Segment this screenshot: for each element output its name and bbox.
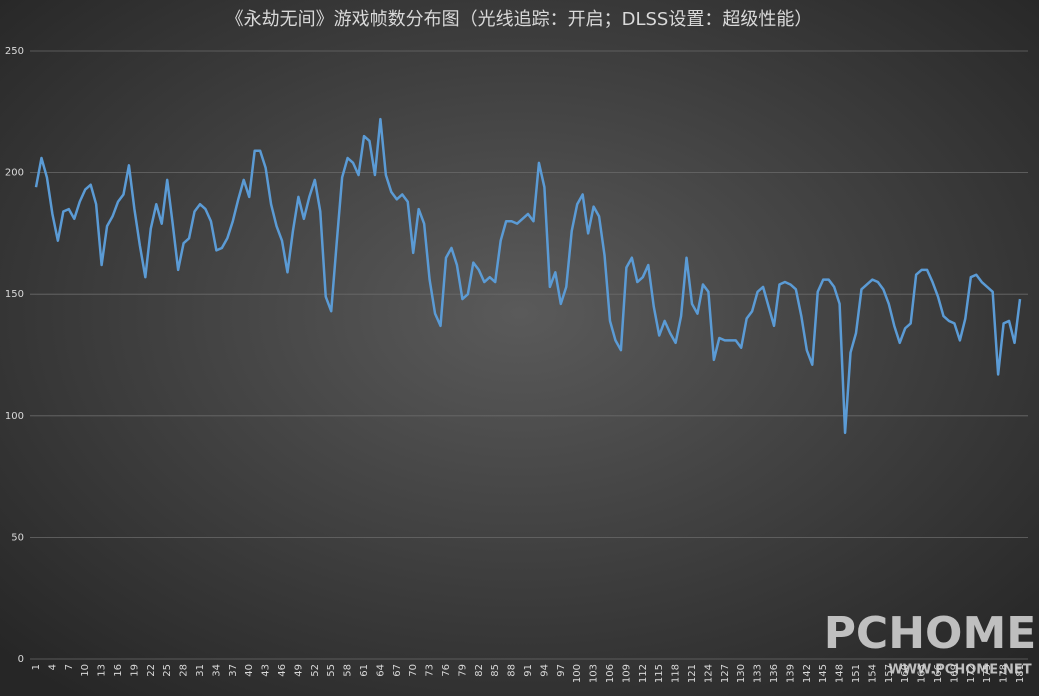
x-tick-label: 166: [933, 664, 944, 683]
x-tick-label: 88: [507, 664, 518, 677]
y-tick-label: 200: [5, 168, 24, 179]
x-tick-label: 103: [589, 664, 600, 683]
x-tick-label: 181: [1015, 664, 1026, 683]
x-tick-label: 61: [359, 664, 370, 677]
x-tick-label: 172: [966, 664, 977, 683]
x-tick-label: 136: [769, 664, 780, 683]
x-tick-label: 154: [867, 664, 878, 683]
x-tick-label: 142: [802, 664, 813, 683]
x-tick-label: 19: [129, 664, 140, 677]
x-tick-label: 178: [999, 664, 1010, 683]
x-tick-label: 175: [982, 664, 993, 683]
x-tick-label: 91: [523, 664, 534, 677]
x-tick-label: 43: [261, 664, 272, 677]
x-tick-label: 163: [917, 664, 928, 683]
y-tick-label: 50: [11, 532, 24, 543]
x-tick-label: 28: [179, 664, 190, 677]
x-tick-label: 106: [605, 664, 616, 683]
x-tick-label: 151: [851, 664, 862, 683]
x-tick-label: 64: [375, 664, 386, 677]
x-tick-label: 46: [277, 664, 288, 677]
x-tick-label: 31: [195, 664, 206, 677]
x-tick-label: 70: [408, 664, 419, 677]
x-tick-label: 37: [228, 664, 239, 677]
x-tick-label: 73: [425, 664, 436, 677]
y-tick-label: 0: [18, 654, 24, 665]
x-tick-label: 94: [539, 664, 550, 677]
x-tick-label: 76: [441, 664, 452, 677]
x-tick-label: 133: [753, 664, 764, 683]
x-tick-label: 127: [720, 664, 731, 683]
x-tick-label: 145: [818, 664, 829, 683]
x-tick-label: 49: [293, 664, 304, 677]
x-tick-label: 40: [244, 664, 255, 677]
x-tick-label: 160: [900, 664, 911, 683]
x-tick-label: 121: [687, 664, 698, 683]
x-tick-label: 4: [47, 664, 58, 670]
x-tick-label: 124: [703, 664, 714, 683]
x-tick-label: 85: [490, 664, 501, 677]
x-tick-label: 58: [343, 664, 354, 677]
x-tick-label: 55: [326, 664, 337, 677]
watermark-brand: PCHOME: [824, 608, 1037, 659]
x-tick-label: 109: [621, 664, 632, 683]
watermark-url: WWW.PCHOME.NET: [888, 663, 1031, 678]
x-tick-label: 7: [64, 664, 75, 670]
x-tick-label: 130: [736, 664, 747, 683]
x-tick-label: 112: [638, 664, 649, 683]
x-tick-label: 139: [785, 664, 796, 683]
x-tick-label: 52: [310, 664, 321, 677]
x-tick-label: 67: [392, 664, 403, 677]
x-tick-label: 148: [835, 664, 846, 683]
x-tick-label: 22: [146, 664, 157, 677]
x-tick-label: 100: [572, 664, 583, 683]
x-tick-label: 157: [884, 664, 895, 683]
x-tick-label: 115: [654, 664, 665, 683]
x-tick-label: 118: [671, 664, 682, 683]
series-line: [34, 117, 1022, 435]
x-tick-label: 1: [31, 664, 42, 670]
x-tick-label: 169: [949, 664, 960, 683]
x-tick-label: 97: [556, 664, 567, 677]
y-tick-label: 250: [5, 46, 24, 57]
x-tick-label: 25: [162, 664, 173, 677]
chart-title: 《永劫无间》游戏帧数分布图（光线追踪：开启；DLSS设置：超级性能）: [226, 9, 813, 30]
x-tick-label: 16: [113, 664, 124, 677]
y-tick-label: 100: [5, 411, 24, 422]
x-tick-label: 79: [457, 664, 468, 677]
plot: 0 50 100 150 200 250 1 4 7 10 13 16 19 22 25 28 31 34 37 40…: [5, 46, 1028, 683]
x-tick-label: 34: [211, 664, 222, 677]
x-tick-label: 10: [80, 664, 91, 677]
y-tick-label: 150: [5, 289, 24, 300]
x-tick-label: 82: [474, 664, 485, 677]
x-tick-label: 13: [97, 664, 108, 677]
